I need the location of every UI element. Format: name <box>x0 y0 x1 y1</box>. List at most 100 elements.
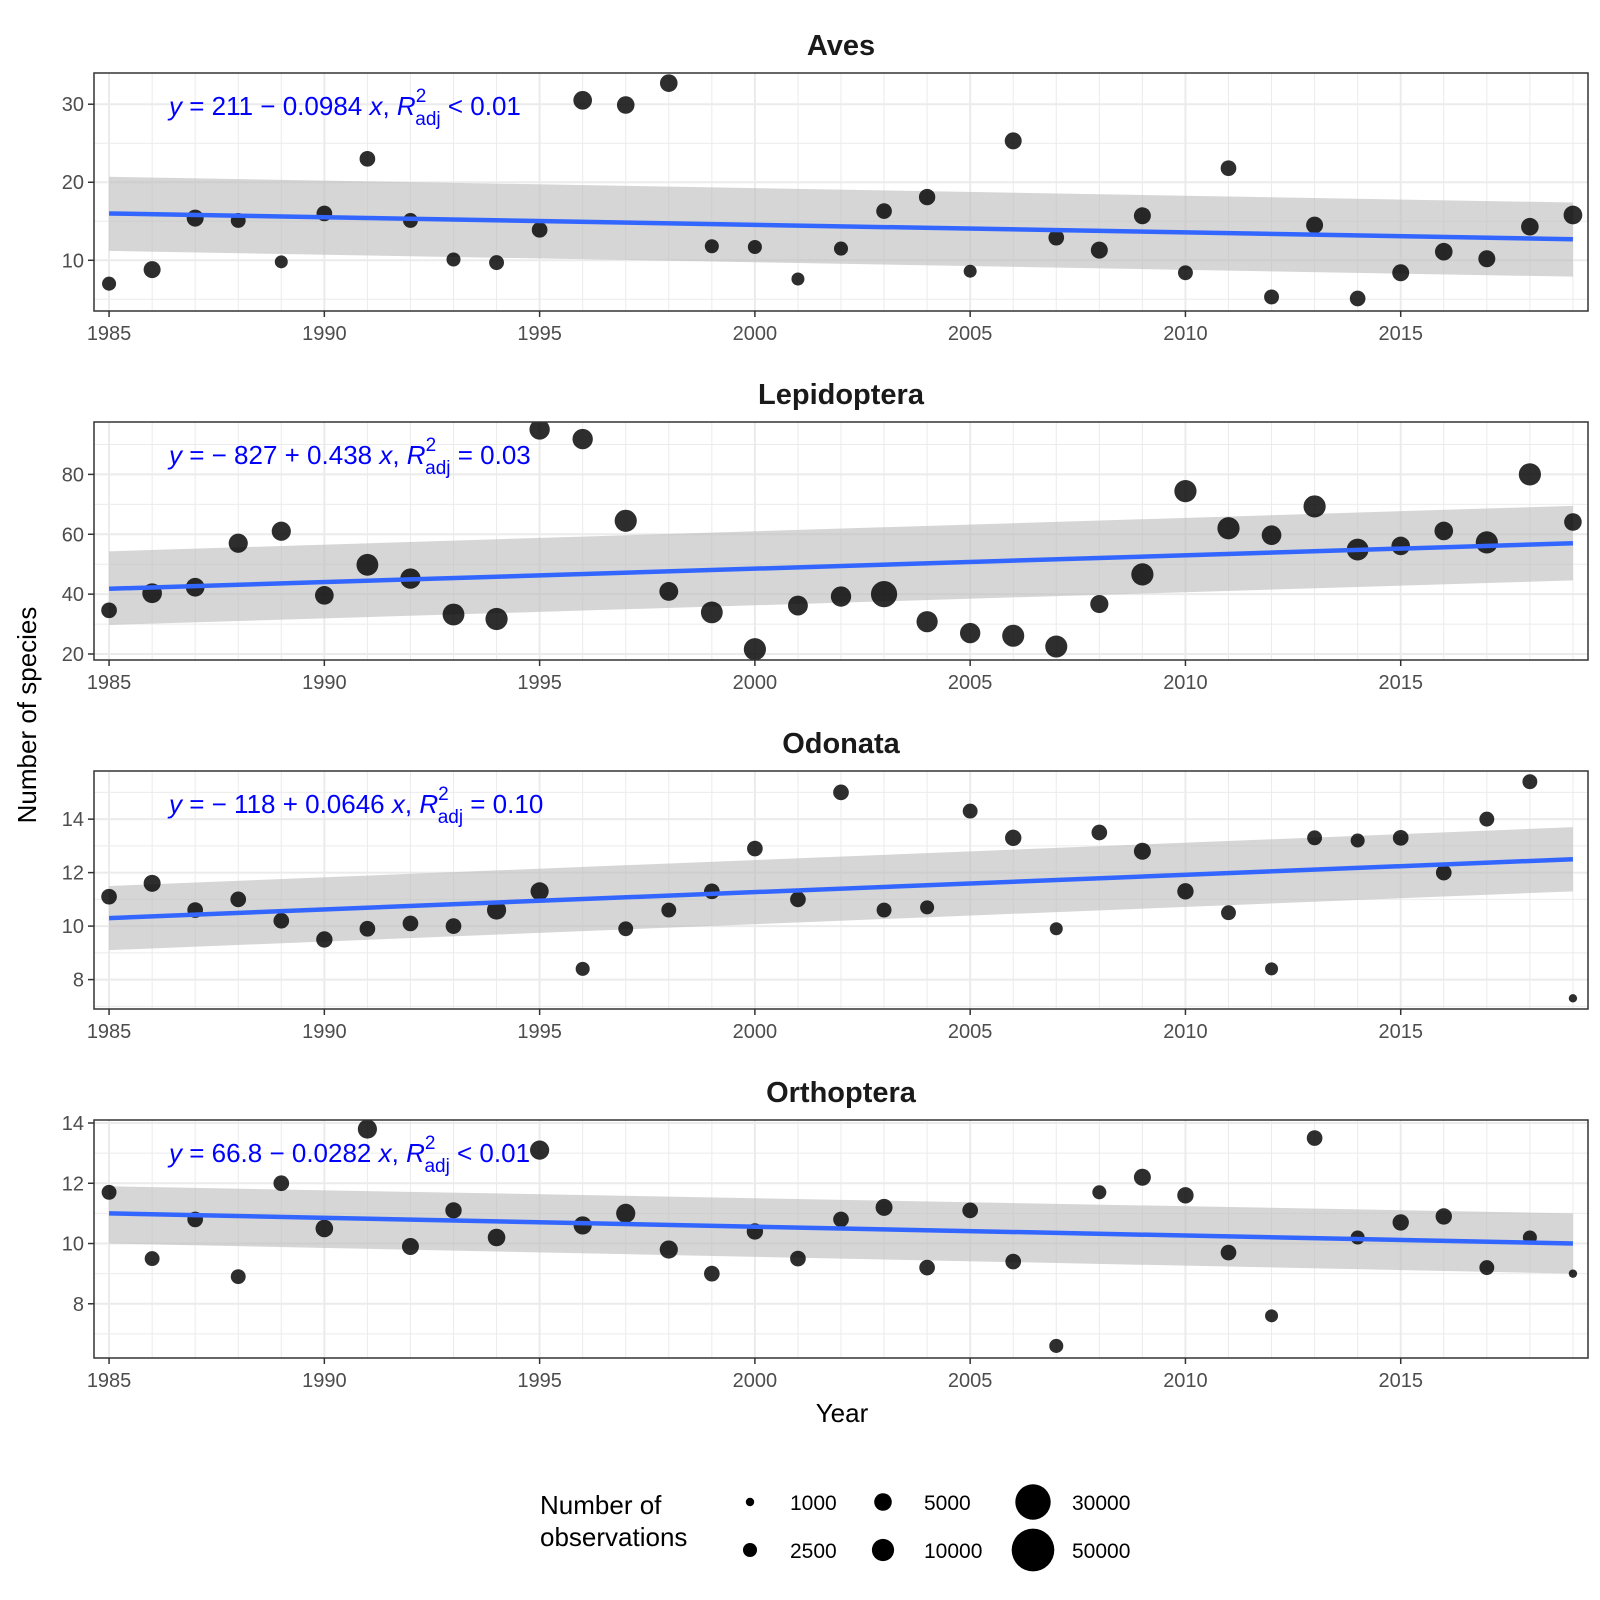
x-tick-label: 2000 <box>733 323 778 345</box>
data-point <box>356 553 379 576</box>
data-point <box>1391 536 1411 556</box>
data-point <box>1522 774 1538 790</box>
data-point <box>1434 521 1454 541</box>
x-tick-label: 1995 <box>517 1370 562 1392</box>
data-point <box>1221 905 1236 921</box>
points <box>101 774 1578 1003</box>
data-point <box>703 883 720 900</box>
data-point <box>959 622 981 644</box>
x-tick-label: 2005 <box>948 1370 993 1392</box>
panel-border <box>93 770 1589 1010</box>
equation-part: adj <box>424 1156 449 1177</box>
data-point <box>316 931 333 948</box>
data-point <box>919 1259 935 1276</box>
data-point <box>963 264 977 278</box>
data-point <box>920 900 935 915</box>
legend: Number of observations 1000 2500 5000 10000… <box>540 1484 1130 1572</box>
data-point <box>274 255 288 269</box>
legend-key-label: 10000 <box>924 1540 982 1563</box>
regression-equation: y = − 118 + 0.0646 x, R2 adj = 0.10 <box>167 784 543 828</box>
data-point <box>1092 1185 1107 1200</box>
equation-part: y <box>167 1138 184 1168</box>
data-point <box>1174 480 1197 503</box>
data-point <box>616 1203 636 1223</box>
legend-key-point <box>871 1538 895 1562</box>
data-point <box>1090 241 1108 259</box>
equation-part: R <box>407 440 426 470</box>
equation-part: 2 <box>416 86 427 107</box>
y-axis-title: Number of species <box>12 607 42 824</box>
data-point <box>1049 1338 1064 1353</box>
data-point <box>833 784 849 801</box>
data-point <box>747 840 763 857</box>
data-point <box>962 1202 979 1219</box>
legend-key-label: 5000 <box>924 1492 971 1515</box>
x-tick-label: 1995 <box>517 672 562 694</box>
data-point <box>487 1228 506 1247</box>
y-tick-label: 14 <box>62 809 84 831</box>
x-tick-label: 2015 <box>1378 323 1423 345</box>
data-point <box>1303 495 1326 518</box>
data-point <box>143 261 161 279</box>
y-tick-label: 40 <box>62 584 84 606</box>
legend-key-label: 1000 <box>790 1492 837 1515</box>
data-point <box>1264 289 1279 305</box>
data-point <box>1261 525 1282 545</box>
data-point <box>357 1120 377 1139</box>
data-point <box>1005 829 1022 847</box>
data-point <box>575 961 590 976</box>
equation-part: x <box>367 91 383 121</box>
data-point <box>618 921 634 937</box>
legend-key-point <box>745 1497 755 1507</box>
x-tick-label: 2010 <box>1163 672 1208 694</box>
y-tick-label: 60 <box>62 524 84 546</box>
data-point <box>870 581 898 608</box>
data-point <box>876 902 892 918</box>
data-point <box>1177 265 1193 281</box>
equation-part: R <box>397 91 416 121</box>
x-tick-label: 1990 <box>302 1370 347 1392</box>
data-point <box>1217 517 1240 540</box>
panel-lepidoptera: Lepidoptera y = − 827 + 0.438 x, R2 adj = … <box>62 379 1589 694</box>
data-point <box>102 276 117 291</box>
data-point <box>1048 229 1065 246</box>
legend-key-label: 50000 <box>1072 1540 1130 1563</box>
x-tick-label: 2005 <box>948 323 993 345</box>
x-tick-label: 1995 <box>517 1021 562 1043</box>
x-tick-label: 2005 <box>948 1021 993 1043</box>
data-point <box>1479 1260 1495 1276</box>
x-tick-label: 2015 <box>1378 1021 1423 1043</box>
data-point <box>445 1202 462 1219</box>
data-point <box>788 595 808 616</box>
data-point <box>659 74 678 92</box>
data-point <box>1349 290 1366 307</box>
regression-line <box>109 211 1573 242</box>
data-point <box>1521 217 1539 236</box>
regression-equation: y = − 827 + 0.438 x, R2 adj = 0.03 <box>167 435 531 479</box>
data-point <box>530 882 549 901</box>
data-point <box>228 533 248 553</box>
data-point <box>1435 864 1452 881</box>
data-point <box>1479 811 1495 827</box>
equation-part: 2 <box>426 435 437 456</box>
data-point <box>1220 160 1237 177</box>
data-point <box>1265 962 1279 976</box>
data-point <box>791 272 805 286</box>
x-tick-label: 1985 <box>87 1370 132 1392</box>
panel-orthoptera: Orthoptera y = 66.8 − 0.0282 x, R2 adj < 0… <box>62 1077 1589 1392</box>
regression-line <box>108 540 1574 591</box>
equation-part: , <box>392 1138 406 1168</box>
y-tick-label: 10 <box>62 916 84 938</box>
panel-title: Aves <box>807 30 875 62</box>
x-tick-label: 1990 <box>302 323 347 345</box>
equation-part: = 0.03 <box>451 440 531 470</box>
data-point <box>1568 1269 1578 1278</box>
data-point <box>402 915 419 932</box>
equation-part: y <box>167 440 184 470</box>
data-point <box>573 90 593 110</box>
y-tick-label: 10 <box>62 1234 84 1256</box>
x-tick-label: 2000 <box>733 1370 778 1392</box>
panel-title: Orthoptera <box>766 1077 917 1109</box>
